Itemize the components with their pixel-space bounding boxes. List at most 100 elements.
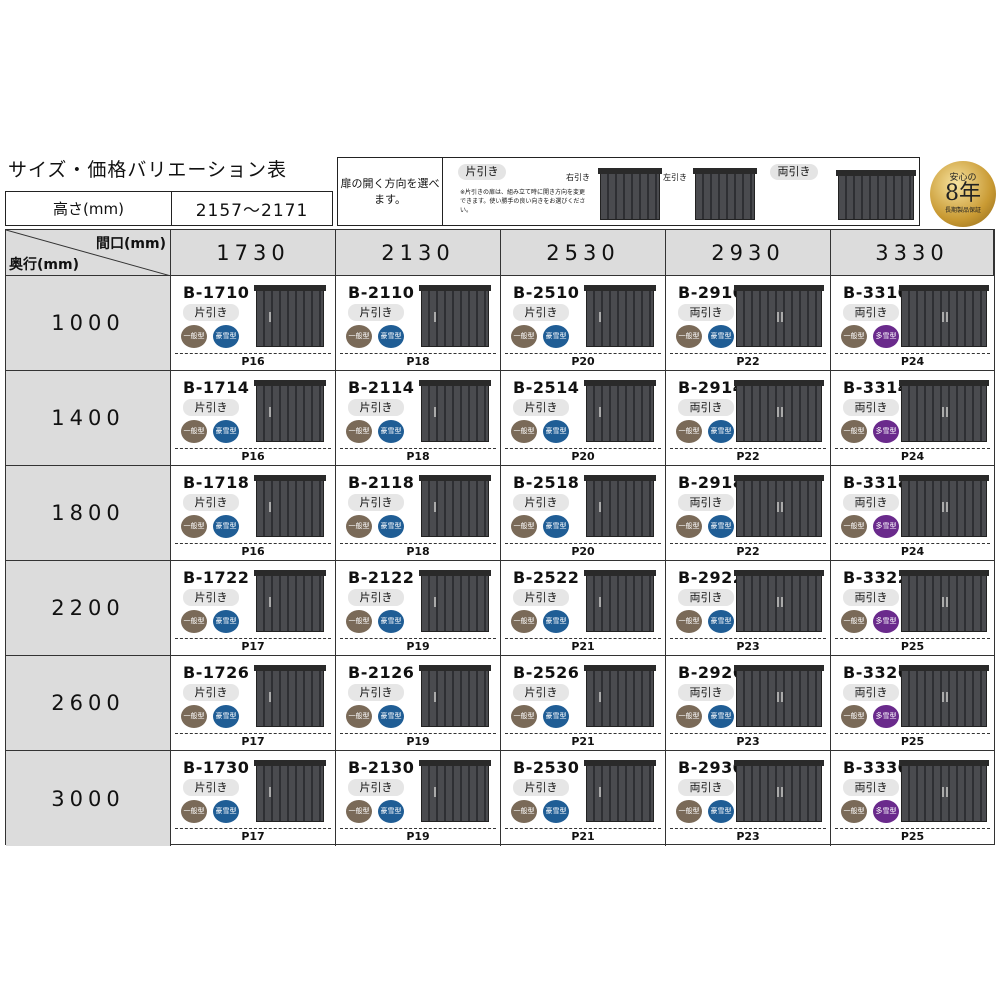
model-number: B-3318 (843, 473, 910, 492)
page-reference[interactable]: P17 (241, 735, 265, 748)
shed-image (254, 380, 326, 442)
product-cell[interactable]: B-2130 片引き 一般型 豪雪型 P19 (336, 751, 501, 846)
page-reference[interactable]: P24 (900, 355, 925, 368)
product-cell[interactable]: B-3314 両引き 一般型 多雪型 P24 (831, 371, 994, 466)
door-type-pill: 片引き (513, 494, 569, 511)
product-cell[interactable]: B-1730 片引き 一般型 豪雪型 P17 (171, 751, 336, 846)
product-cell[interactable]: B-1710 片引き 一般型 豪雪型 P16 (171, 276, 336, 371)
product-cell[interactable]: B-2114 片引き 一般型 豪雪型 P18 (336, 371, 501, 466)
page-reference[interactable]: P17 (241, 640, 265, 653)
page-reference[interactable]: P16 (241, 450, 265, 463)
page-reference[interactable]: P23 (736, 830, 760, 843)
page-reference[interactable]: P17 (241, 830, 265, 843)
door-type-pill: 両引き (678, 304, 734, 321)
page-reference[interactable]: P23 (736, 735, 760, 748)
product-cell[interactable]: B-2930 両引き 一般型 豪雪型 P23 (666, 751, 831, 846)
page-reference[interactable]: P22 (736, 545, 760, 558)
divider (505, 733, 661, 734)
shed-image (254, 665, 326, 727)
page-reference[interactable]: P20 (571, 450, 595, 463)
seal-line2: 8年 (945, 181, 981, 206)
page-reference[interactable]: P22 (736, 450, 760, 463)
product-cell[interactable]: B-2122 片引き 一般型 豪雪型 P19 (336, 561, 501, 656)
page-reference[interactable]: P20 (571, 355, 595, 368)
page-reference[interactable]: P16 (241, 545, 265, 558)
page-reference[interactable]: P21 (571, 830, 595, 843)
product-cell[interactable]: B-2926 両引き 一般型 豪雪型 P23 (666, 656, 831, 751)
page-reference[interactable]: P19 (406, 640, 430, 653)
height-value: 2157〜2171 (195, 201, 309, 221)
product-cell[interactable]: B-1714 片引き 一般型 豪雪型 P16 (171, 371, 336, 466)
page-reference[interactable]: P20 (571, 545, 595, 558)
page-reference[interactable]: P19 (406, 830, 430, 843)
product-cell[interactable]: B-2526 片引き 一般型 豪雪型 P21 (501, 656, 666, 751)
shed-image (254, 760, 326, 822)
product-cell[interactable]: B-3330 両引き 一般型 多雪型 P25 (831, 751, 994, 846)
snow-type-badge: 一般型 (346, 420, 372, 443)
product-cell[interactable]: B-2510 片引き 一般型 豪雪型 P20 (501, 276, 666, 371)
product-cell[interactable]: B-2918 両引き 一般型 豪雪型 P22 (666, 466, 831, 561)
shed-double-slide-image (836, 170, 916, 220)
product-cell[interactable]: B-1722 片引き 一般型 豪雪型 P17 (171, 561, 336, 656)
product-cell[interactable]: B-3310 両引き 一般型 多雪型 P24 (831, 276, 994, 371)
product-cell[interactable]: B-2530 片引き 一般型 豪雪型 P21 (501, 751, 666, 846)
page-reference[interactable]: P22 (736, 355, 760, 368)
product-cell[interactable]: B-2922 両引き 一般型 豪雪型 P23 (666, 561, 831, 656)
page-reference[interactable]: P18 (406, 450, 430, 463)
product-cell[interactable]: B-3326 両引き 一般型 多雪型 P25 (831, 656, 994, 751)
model-number: B-2518 (513, 473, 580, 492)
right-slide-label: 右引き (566, 173, 590, 182)
divider (340, 448, 496, 449)
door-type-pill: 両引き (678, 589, 734, 606)
door-type-pill: 片引き (183, 304, 239, 321)
page-reference[interactable]: P24 (900, 450, 925, 463)
double-slide-pill: 両引き (770, 164, 818, 180)
page-reference[interactable]: P16 (241, 355, 265, 368)
depth-axis-label: 奥行(mm) (9, 257, 79, 273)
divider (505, 638, 661, 639)
model-number: B-2122 (348, 568, 415, 587)
product-cell[interactable]: B-2118 片引き 一般型 豪雪型 P18 (336, 466, 501, 561)
model-number: B-2918 (678, 473, 745, 492)
page-reference[interactable]: P21 (571, 735, 595, 748)
page-reference[interactable]: P24 (900, 545, 925, 558)
product-cell[interactable]: B-2126 片引き 一般型 豪雪型 P19 (336, 656, 501, 751)
page-reference[interactable]: P18 (406, 545, 430, 558)
product-cell[interactable]: B-2522 片引き 一般型 豪雪型 P21 (501, 561, 666, 656)
product-cell[interactable]: B-2514 片引き 一般型 豪雪型 P20 (501, 371, 666, 466)
model-number: B-2910 (678, 283, 745, 302)
snow-type-badge: 一般型 (676, 705, 702, 728)
page-reference[interactable]: P18 (406, 355, 430, 368)
width-header: 1730 (171, 230, 336, 276)
product-cell[interactable]: B-2914 両引き 一般型 豪雪型 P22 (666, 371, 831, 466)
divider (670, 638, 826, 639)
product-cell[interactable]: B-2518 片引き 一般型 豪雪型 P20 (501, 466, 666, 561)
product-cell[interactable]: B-2910 両引き 一般型 豪雪型 P22 (666, 276, 831, 371)
page-reference[interactable]: P19 (406, 735, 430, 748)
product-cell[interactable]: B-1726 片引き 一般型 豪雪型 P17 (171, 656, 336, 751)
page-reference[interactable]: P23 (736, 640, 760, 653)
product-cell[interactable]: B-3322 両引き 一般型 多雪型 P25 (831, 561, 994, 656)
snow-type-badge: 豪雪型 (213, 705, 239, 728)
shed-image (254, 285, 326, 347)
door-type-pill: 片引き (348, 684, 404, 701)
door-type-pill: 両引き (843, 589, 899, 606)
door-note: ※片引きの扉は、組み立て時に開き方向を変更できます。使い勝手の良い向きをお選びく… (460, 189, 586, 214)
shed-image (254, 475, 326, 537)
page-reference[interactable]: P25 (900, 830, 925, 843)
snow-type-badge: 豪雪型 (543, 610, 569, 633)
snow-type-badge: 一般型 (181, 515, 207, 538)
single-slide-pill: 片引き (458, 164, 506, 180)
product-cell[interactable]: B-3318 両引き 一般型 多雪型 P24 (831, 466, 994, 561)
door-type-pill: 片引き (348, 494, 404, 511)
page-reference[interactable]: P25 (900, 640, 925, 653)
snow-type-badge: 豪雪型 (213, 610, 239, 633)
door-direction-panel: 扉の開く方向を選べます。 片引き ※片引きの扉は、組み立て時に開き方向を変更でき… (337, 157, 920, 226)
page-reference[interactable]: P21 (571, 640, 595, 653)
product-cell[interactable]: B-1718 片引き 一般型 豪雪型 P16 (171, 466, 336, 561)
product-cell[interactable]: B-2110 片引き 一般型 豪雪型 P18 (336, 276, 501, 371)
model-number: B-2930 (678, 758, 745, 777)
page-reference[interactable]: P25 (900, 735, 925, 748)
snow-type-badge: 一般型 (181, 420, 207, 443)
width-header: 2130 (336, 230, 501, 276)
